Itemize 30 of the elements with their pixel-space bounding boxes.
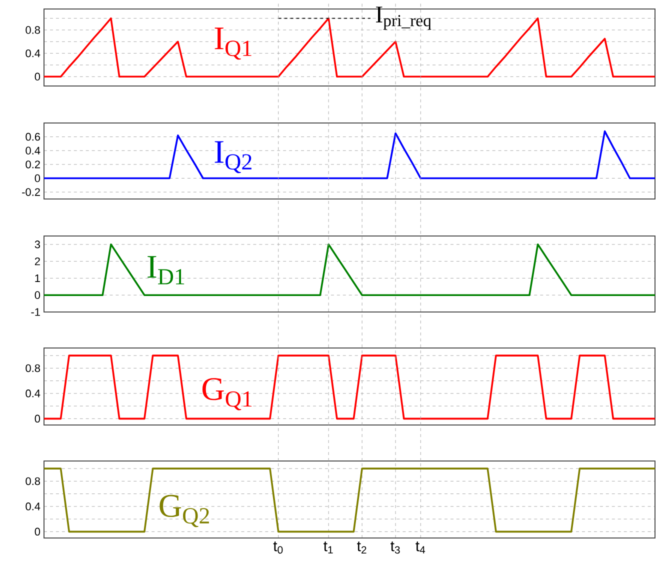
x-tick-label: t$_{1}$ [324, 542, 333, 554]
y-tick-label: 0.2 [26, 160, 40, 168]
series-label: I$_{Q2}$ [214, 141, 252, 174]
y-tick-label: -0.2 [22, 188, 40, 196]
y-tick-label: 3 [34, 240, 40, 248]
series-label: I$_{Q1}$ [214, 28, 252, 60]
y-tick-label: 0.8 [26, 364, 40, 372]
y-tick-label: 0.4 [26, 390, 40, 398]
y-tick-label: 1 [35, 274, 40, 282]
x-tick-label: t$_{3}$ [390, 542, 400, 554]
y-tick-label: 0 [34, 291, 40, 299]
x-tick-label: t$_{2}$ [357, 542, 366, 554]
y-tick-label: 0.4 [26, 502, 40, 510]
y-tick-label: 0 [34, 528, 40, 536]
y-tick-label: 0.4 [26, 146, 40, 155]
x-tick-label: t$_{0}$ [273, 542, 283, 554]
y-tick-label: 0.8 [26, 26, 40, 34]
y-tick-label: 0 [34, 72, 40, 81]
annotation: I$_{pri_req}$ [376, 6, 432, 30]
y-tick-label: 2 [34, 258, 40, 266]
series-label: G$_{Q1}$ [202, 378, 252, 410]
y-tick-label: 0.4 [26, 49, 40, 58]
series-label: G$_{Q2}$ [160, 494, 209, 528]
y-tick-label: -1 [31, 308, 40, 316]
y-tick-label: 0.8 [26, 477, 40, 486]
series-label: I$_{D1}$ [148, 256, 184, 284]
x-tick-label: t$_{4}$ [416, 542, 426, 554]
y-tick-label: 0 [34, 414, 40, 423]
y-tick-label: 0.6 [26, 132, 40, 141]
y-tick-label: 0 [34, 174, 40, 182]
